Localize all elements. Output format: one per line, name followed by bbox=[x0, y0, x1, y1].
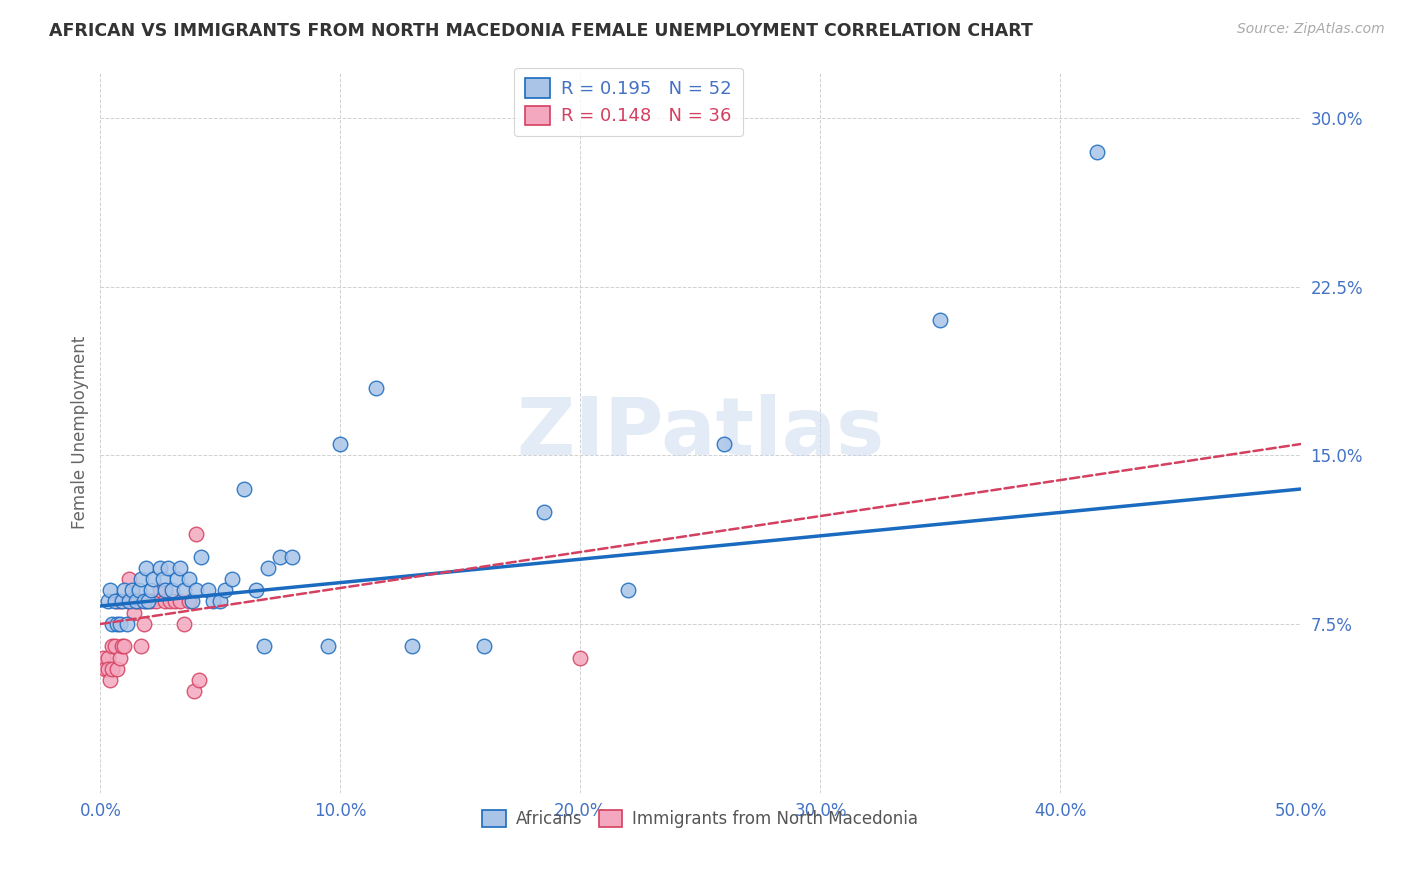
Point bbox=[163, 594, 186, 608]
Point bbox=[101, 662, 124, 676]
Point bbox=[929, 313, 952, 327]
Text: ZIPatlas: ZIPatlas bbox=[516, 393, 884, 472]
Point bbox=[329, 437, 352, 451]
Point bbox=[166, 572, 188, 586]
Point bbox=[98, 673, 121, 688]
Point bbox=[132, 594, 155, 608]
Point bbox=[569, 650, 592, 665]
Point bbox=[125, 594, 148, 608]
Point bbox=[111, 640, 134, 654]
Point bbox=[245, 583, 267, 598]
Point bbox=[180, 594, 202, 608]
Point bbox=[105, 662, 128, 676]
Point bbox=[96, 650, 118, 665]
Point bbox=[139, 594, 162, 608]
Point bbox=[149, 583, 172, 598]
Point bbox=[98, 583, 121, 598]
Point bbox=[474, 640, 496, 654]
Point bbox=[252, 640, 274, 654]
Point bbox=[233, 482, 256, 496]
Point bbox=[115, 617, 138, 632]
Point bbox=[128, 583, 150, 598]
Point bbox=[96, 594, 118, 608]
Point bbox=[1085, 145, 1108, 159]
Point bbox=[186, 527, 208, 541]
Point bbox=[112, 583, 135, 598]
Point bbox=[533, 504, 555, 518]
Point bbox=[269, 549, 291, 564]
Point bbox=[187, 673, 209, 688]
Point bbox=[617, 583, 640, 598]
Point bbox=[96, 662, 118, 676]
Point bbox=[153, 594, 176, 608]
Point bbox=[153, 583, 176, 598]
Point bbox=[173, 583, 195, 598]
Text: Source: ZipAtlas.com: Source: ZipAtlas.com bbox=[1237, 22, 1385, 37]
Point bbox=[105, 617, 128, 632]
Point bbox=[142, 572, 165, 586]
Point bbox=[122, 606, 145, 620]
Point bbox=[111, 594, 134, 608]
Point bbox=[162, 583, 184, 598]
Y-axis label: Female Unemployment: Female Unemployment bbox=[72, 336, 89, 530]
Point bbox=[138, 594, 160, 608]
Point bbox=[108, 594, 131, 608]
Point bbox=[118, 594, 141, 608]
Point bbox=[186, 583, 208, 598]
Point bbox=[179, 572, 201, 586]
Point bbox=[713, 437, 735, 451]
Point bbox=[179, 594, 201, 608]
Point bbox=[139, 583, 162, 598]
Point bbox=[121, 594, 143, 608]
Point bbox=[94, 662, 117, 676]
Point bbox=[132, 617, 155, 632]
Point bbox=[118, 572, 141, 586]
Point bbox=[183, 684, 205, 698]
Point bbox=[125, 594, 148, 608]
Point bbox=[281, 549, 304, 564]
Point bbox=[112, 640, 135, 654]
Point bbox=[209, 594, 232, 608]
Point bbox=[149, 560, 172, 574]
Point bbox=[169, 594, 191, 608]
Point bbox=[169, 560, 191, 574]
Point bbox=[101, 640, 124, 654]
Point bbox=[135, 560, 157, 574]
Point bbox=[257, 560, 280, 574]
Point bbox=[108, 650, 131, 665]
Point bbox=[104, 594, 127, 608]
Text: AFRICAN VS IMMIGRANTS FROM NORTH MACEDONIA FEMALE UNEMPLOYMENT CORRELATION CHART: AFRICAN VS IMMIGRANTS FROM NORTH MACEDON… bbox=[49, 22, 1033, 40]
Point bbox=[156, 560, 179, 574]
Point bbox=[105, 594, 128, 608]
Point bbox=[173, 617, 195, 632]
Point bbox=[366, 381, 388, 395]
Point bbox=[128, 594, 150, 608]
Point bbox=[190, 549, 212, 564]
Point bbox=[159, 594, 181, 608]
Point bbox=[115, 594, 138, 608]
Point bbox=[202, 594, 225, 608]
Point bbox=[91, 650, 114, 665]
Point bbox=[129, 640, 152, 654]
Point bbox=[135, 594, 157, 608]
Point bbox=[152, 572, 174, 586]
Point bbox=[108, 617, 131, 632]
Point bbox=[101, 617, 124, 632]
Point bbox=[121, 583, 143, 598]
Point bbox=[401, 640, 423, 654]
Point bbox=[318, 640, 340, 654]
Legend: Africans, Immigrants from North Macedonia: Africans, Immigrants from North Macedoni… bbox=[475, 803, 925, 835]
Point bbox=[129, 572, 152, 586]
Point bbox=[104, 640, 127, 654]
Point bbox=[145, 594, 167, 608]
Point bbox=[221, 572, 243, 586]
Point bbox=[214, 583, 236, 598]
Point bbox=[197, 583, 219, 598]
